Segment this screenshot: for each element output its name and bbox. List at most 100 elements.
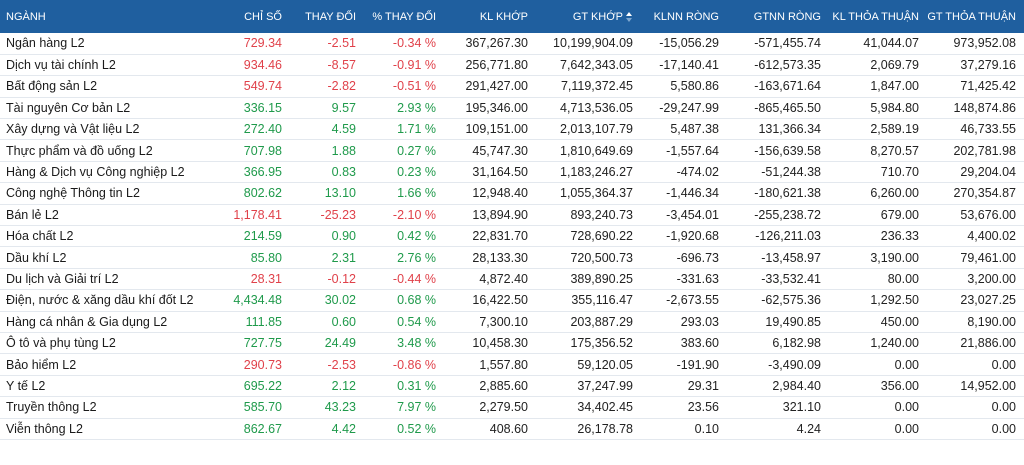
cell-gt-khop: 893,240.73 [570, 207, 633, 222]
cell-gtnn-rong: -156,639.58 [754, 143, 821, 158]
cell-chi-so: 585.70 [243, 400, 282, 415]
cell-gt-khop: 389,890.25 [570, 271, 633, 286]
table-row[interactable]: Y tế L2 695.22 2.12 0.31 % 2,885.60 37,247.99… [0, 375, 1024, 397]
cell-chi-so: 85.80 [250, 250, 282, 265]
cell-sector-name: Dịch vụ tài chính L2 [6, 58, 116, 73]
cell-kl-khop: 109,151.00 [465, 122, 528, 137]
cell-chi-so: 802.62 [243, 186, 282, 201]
table-row[interactable]: Du lịch và Giải trí L2 28.31 -0.12 -0.44 % 4… [0, 268, 1024, 290]
cell-kl-khop: 291,427.00 [465, 79, 528, 94]
cell-gt-khop: 1,055,364.37 [560, 186, 633, 201]
header-klnn-rong[interactable]: KLNN RÒNG [653, 10, 719, 23]
cell-klnn-rong: -1,446.34 [666, 186, 719, 201]
cell-thay-doi: 0.90 [331, 229, 356, 244]
cell-klnn-rong: -1,557.64 [666, 143, 719, 158]
cell-klnn-rong: 23.56 [687, 400, 719, 415]
table-row[interactable]: Hóa chất L2 214.59 0.90 0.42 % 22,831.70 728,… [0, 226, 1024, 247]
table-row[interactable]: Viễn thông L2 862.67 4.42 0.52 % 408.60 26,17… [0, 418, 1024, 440]
cell-chi-so: 1,178.41 [233, 207, 282, 222]
cell-pct-thay-doi: -0.51 % [392, 79, 436, 94]
table-row[interactable]: Xây dựng và Vật liệu L2 272.40 4.59 1.71 % 1… [0, 119, 1024, 140]
table-row[interactable]: Truyền thông L2 585.70 43.23 7.97 % 2,279.50… [0, 397, 1024, 419]
table-row[interactable]: Tài nguyên Cơ bản L2 336.15 9.57 2.93 % 195,… [0, 97, 1024, 119]
cell-kl-khop: 256,771.80 [465, 58, 528, 73]
cell-gtnn-rong: -571,455.74 [754, 36, 821, 51]
cell-sector-name: Điện, nước & xăng dầu khí đốt L2 [6, 293, 194, 308]
cell-klnn-rong: -2,673.55 [666, 293, 719, 308]
cell-kl-khop: 4,872.40 [479, 271, 528, 286]
cell-klnn-rong: -474.02 [676, 165, 719, 180]
cell-gt-khop: 720,500.73 [570, 250, 633, 265]
cell-gt-khop: 2,013,107.79 [560, 122, 633, 137]
cell-thay-doi: -2.53 [327, 357, 357, 372]
header-pct-thay-doi[interactable]: % THAY ĐỔI [372, 10, 436, 23]
cell-kl-thoa-thuan: 0.00 [894, 357, 919, 372]
cell-thay-doi: 0.60 [331, 314, 356, 329]
cell-gtnn-rong: 321.10 [782, 400, 821, 415]
cell-chi-so: 366.95 [243, 165, 282, 180]
table-row[interactable]: Hàng & Dịch vụ Công nghiệp L2 366.95 0.83 0… [0, 161, 1024, 183]
cell-klnn-rong: 293.03 [680, 314, 719, 329]
cell-gt-thoa-thuan: 21,886.00 [960, 336, 1016, 351]
table-row[interactable]: Ô tô và phụ tùng L2 727.75 24.49 3.48 % 10,4… [0, 332, 1024, 354]
table-row[interactable]: Bảo hiểm L2 290.73 -2.53 -0.86 % 1,557.80 59,… [0, 354, 1024, 376]
cell-gt-thoa-thuan: 270,354.87 [953, 186, 1016, 201]
cell-gt-thoa-thuan: 0.00 [991, 421, 1016, 436]
cell-pct-thay-doi: 0.52 % [397, 421, 436, 436]
table-row[interactable]: Hàng cá nhân & Gia dụng L2 111.85 0.60 0.54… [0, 311, 1024, 333]
header-kl-thoa-thuan[interactable]: KL THỎA THUẬN [832, 10, 919, 23]
cell-pct-thay-doi: 0.42 % [397, 229, 436, 244]
header-chi-so[interactable]: CHỈ SỐ [244, 10, 282, 23]
cell-kl-khop: 2,279.50 [479, 400, 528, 415]
cell-chi-so: 707.98 [243, 143, 282, 158]
cell-pct-thay-doi: 0.31 % [397, 378, 436, 393]
table-row[interactable]: Công nghệ Thông tin L2 802.62 13.10 1.66 % 1… [0, 183, 1024, 205]
cell-gt-khop: 1,810,649.69 [560, 143, 633, 158]
cell-klnn-rong: 29.31 [687, 378, 719, 393]
cell-pct-thay-doi: 2.93 % [397, 100, 436, 115]
header-kl-khop[interactable]: KL KHỚP [479, 10, 528, 23]
cell-thay-doi: 9.57 [331, 100, 356, 115]
table-body: Ngân hàng L2 729.34 -2.51 -0.34 % 367,267.30… [0, 33, 1024, 440]
cell-chi-so: 729.34 [243, 36, 282, 51]
cell-gt-khop: 7,119,372.45 [560, 79, 633, 94]
cell-klnn-rong: 0.10 [694, 421, 719, 436]
cell-gt-khop: 7,642,343.05 [560, 58, 633, 73]
cell-kl-khop: 28,133.30 [472, 250, 528, 265]
cell-pct-thay-doi: 0.54 % [397, 314, 436, 329]
table-row[interactable]: Bất động sản L2 549.74 -2.82 -0.51 % 291,427… [0, 76, 1024, 98]
cell-sector-name: Viễn thông L2 [6, 421, 83, 436]
table-row[interactable]: Điện, nước & xăng dầu khí đốt L2 4,434.48… [0, 290, 1024, 312]
header-thay-doi[interactable]: THAY ĐỔI [305, 10, 356, 23]
table-row[interactable]: Dịch vụ tài chính L2 934.46 -8.57 -0.91 % 25… [0, 54, 1024, 76]
header-nganh[interactable]: NGÀNH [6, 10, 46, 23]
cell-thay-doi: -2.82 [327, 79, 357, 94]
cell-pct-thay-doi: 1.66 % [397, 186, 436, 201]
cell-thay-doi: 0.83 [331, 165, 356, 180]
cell-thay-doi: 4.42 [331, 421, 356, 436]
table-row[interactable]: Dầu khí L2 85.80 2.31 2.76 % 28,133.30 720,50… [0, 247, 1024, 269]
table-row[interactable]: Bán lẻ L2 1,178.41 -25.23 -2.10 % 13,894.90 8… [0, 204, 1024, 226]
cell-gt-thoa-thuan: 46,733.55 [960, 122, 1016, 137]
cell-chi-so: 695.22 [243, 378, 282, 393]
cell-chi-so: 111.85 [245, 314, 282, 329]
cell-klnn-rong: -1,920.68 [666, 229, 719, 244]
cell-thay-doi: 13.10 [324, 186, 356, 201]
cell-gt-thoa-thuan: 973,952.08 [953, 36, 1016, 51]
cell-thay-doi: 24.49 [324, 336, 356, 351]
cell-pct-thay-doi: 7.97 % [397, 400, 436, 415]
cell-pct-thay-doi: 0.27 % [397, 143, 436, 158]
cell-gt-thoa-thuan: 8,190.00 [967, 314, 1016, 329]
cell-thay-doi: 2.31 [331, 250, 356, 265]
header-gtnn-rong[interactable]: GTNN RÒNG [753, 10, 821, 23]
header-gt-khop[interactable]: GT KHỚP [536, 0, 641, 33]
header-gt-thoa-thuan[interactable]: GT THỎA THUẬN [927, 10, 1016, 23]
table-row[interactable]: Ngân hàng L2 729.34 -2.51 -0.34 % 367,267.30… [0, 33, 1024, 55]
cell-gt-khop: 10,199,904.09 [553, 36, 633, 51]
cell-thay-doi: 30.02 [324, 293, 356, 308]
cell-thay-doi: 4.59 [331, 122, 356, 137]
cell-thay-doi: -25.23 [320, 207, 356, 222]
table-row[interactable]: Thực phẩm và đồ uống L2 707.98 1.88 0.27 % 4… [0, 140, 1024, 162]
cell-gt-thoa-thuan: 23,027.25 [960, 293, 1016, 308]
sort-icon[interactable] [626, 11, 633, 22]
